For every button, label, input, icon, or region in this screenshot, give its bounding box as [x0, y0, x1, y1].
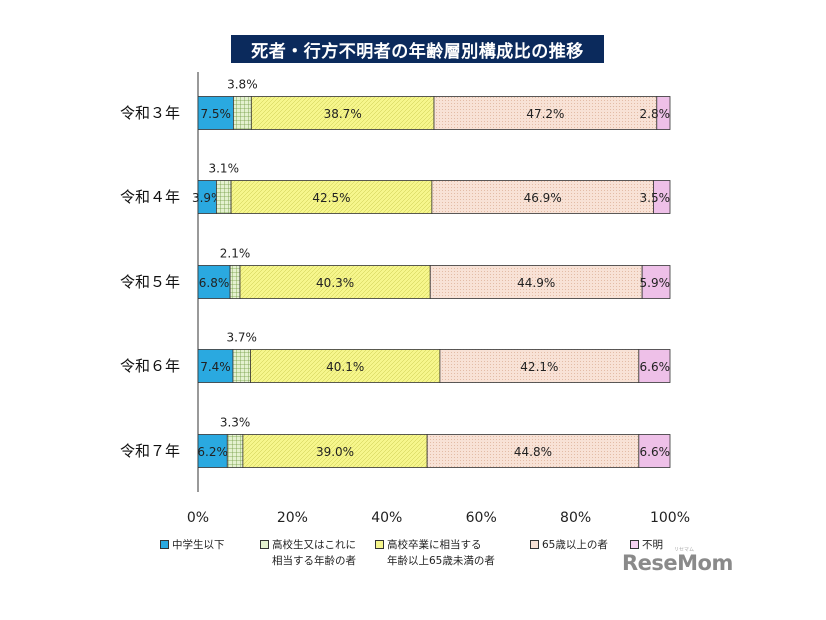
bar-segment-senior — [433, 96, 658, 130]
bar-segment-junior — [197, 96, 234, 130]
category-label: 令和７年 — [120, 442, 180, 460]
resemom-logo-kana: リセマム — [674, 547, 695, 553]
data-label: 3.7% — [226, 331, 257, 345]
legend-item: 高校卒業に相当する年齢以上65歳未満の者 — [375, 537, 495, 569]
bar-segment-unknown — [653, 180, 671, 214]
bar-segment-senior — [431, 180, 654, 214]
bar-segment-highschool — [232, 349, 251, 383]
data-label: 6.2% — [197, 445, 228, 459]
bar-segment-highschool — [226, 434, 244, 468]
data-label: 6.6% — [640, 445, 671, 459]
legend: 中学生以下 高校生又はこれに 相当する年齢の者 高校卒業に相当する 年齢以上65歳未満の… — [160, 537, 720, 577]
legend-swatch — [530, 540, 539, 549]
legend-label-line1: 不明 — [642, 539, 663, 551]
legend-swatch — [260, 540, 269, 549]
legend-label-line2: 年齢以上65歳未満の者 — [387, 555, 495, 567]
legend-label-line1: 高校生又はこれに — [272, 539, 356, 551]
legend-item: 中学生以下 — [160, 537, 225, 553]
x-tick-label: 20% — [277, 510, 308, 526]
legend-swatch — [375, 540, 384, 549]
legend-item: 65歳以上の者 — [530, 537, 608, 553]
legend-label: 高校生又はこれに 相当する年齢の者 — [272, 537, 356, 569]
bar-segment-highschool — [232, 96, 252, 130]
bar-segment-unknown — [638, 349, 671, 383]
legend-item: 不明 — [630, 537, 663, 553]
bar-segment-unknown — [656, 96, 671, 130]
x-tick-label: 40% — [371, 510, 402, 526]
data-label: 40.3% — [316, 276, 354, 290]
data-label: 3.3% — [220, 416, 251, 430]
data-label: 7.4% — [200, 360, 231, 374]
data-label: 38.7% — [324, 107, 362, 121]
legend-label-line1: 中学生以下 — [172, 539, 225, 551]
resemom-logo: ReseMom — [622, 551, 733, 575]
data-label: 3.5% — [640, 191, 671, 205]
bar-segment-highschool — [216, 180, 232, 214]
legend-swatch — [160, 540, 169, 549]
data-label: 39.0% — [316, 445, 354, 459]
chart-title: 死者・行方不明者の年齢層別構成比の推移 — [231, 35, 604, 63]
data-label: 3.1% — [208, 162, 239, 176]
data-label: 6.8% — [199, 276, 230, 290]
category-label: 令和５年 — [120, 273, 180, 291]
bar-segment-unknown — [641, 265, 671, 299]
data-label: 44.9% — [517, 276, 555, 290]
data-label: 40.1% — [326, 360, 364, 374]
legend-label-line1: 高校卒業に相当する — [387, 539, 482, 551]
data-label: 42.1% — [520, 360, 558, 374]
category-label: 令和６年 — [120, 357, 180, 375]
x-tick-label: 0% — [187, 510, 209, 526]
data-label: 7.5% — [200, 107, 231, 121]
x-tick-label: 80% — [560, 510, 591, 526]
data-label: 42.5% — [312, 191, 350, 205]
data-label: 6.6% — [640, 360, 671, 374]
data-label: 47.2% — [526, 107, 564, 121]
data-label: 44.8% — [514, 445, 552, 459]
data-label: 46.9% — [524, 191, 562, 205]
data-label: 2.1% — [220, 247, 251, 261]
data-label: 5.9% — [640, 276, 671, 290]
legend-swatch — [630, 540, 639, 549]
bar-segment-junior — [197, 265, 231, 299]
bar-segment-junior — [197, 349, 234, 383]
data-label: 2.8% — [640, 107, 671, 121]
bar-segment-graduate — [230, 180, 433, 214]
bar-segment-unknown — [638, 434, 671, 468]
legend-label: 不明 — [642, 537, 663, 553]
legend-label: 高校卒業に相当する年齢以上65歳未満の者 — [387, 537, 495, 569]
data-label: 3.8% — [227, 78, 258, 92]
legend-label-line1: 65歳以上の者 — [542, 539, 608, 551]
data-label: 3.9% — [192, 191, 223, 205]
bar-segment-senior — [426, 434, 640, 468]
bar-segment-graduate — [250, 349, 441, 383]
legend-label: 65歳以上の者 — [542, 537, 608, 553]
bar-segment-graduate — [242, 434, 428, 468]
category-label: 令和３年 — [120, 104, 180, 122]
bar-segment-senior — [439, 349, 640, 383]
legend-label-line2: 相当する年齢の者 — [272, 555, 356, 567]
bar-segment-highschool — [229, 265, 241, 299]
x-tick-label: 60% — [466, 510, 497, 526]
bar-segment-junior — [197, 434, 228, 468]
x-tick-label: 100% — [650, 510, 690, 526]
category-label: 令和４年 — [120, 188, 180, 206]
legend-label: 中学生以下 — [172, 537, 225, 553]
legend-item: 高校生又はこれに 相当する年齢の者 — [260, 537, 356, 569]
bar-segment-senior — [429, 265, 643, 299]
